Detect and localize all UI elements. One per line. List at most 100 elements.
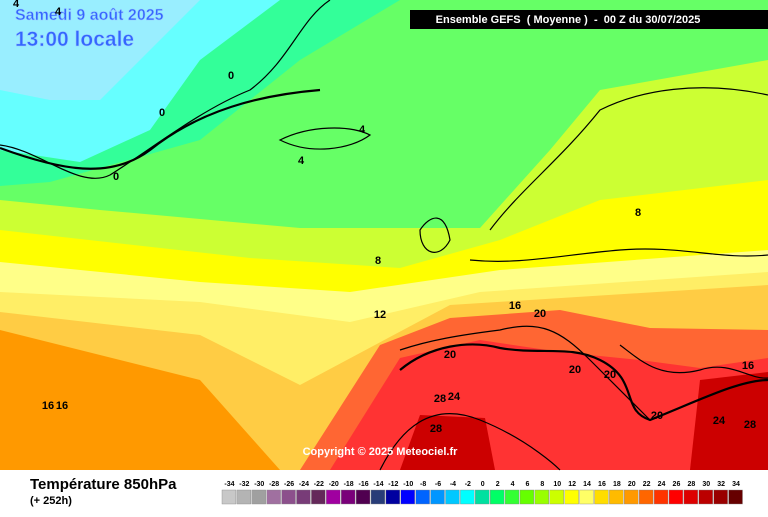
isotherm-label: 0 bbox=[159, 107, 165, 119]
scale-swatch bbox=[221, 489, 237, 505]
scale-label: 0 bbox=[481, 481, 485, 488]
isotherm-label: 12 bbox=[374, 309, 386, 321]
scale-swatch bbox=[683, 489, 699, 505]
scale-label: 8 bbox=[540, 481, 544, 488]
coastline bbox=[619, 344, 768, 379]
forecast-date: Samedi 9 août 2025 bbox=[15, 7, 164, 24]
scale-label: 32 bbox=[717, 481, 725, 488]
scale-label: -2 bbox=[465, 481, 471, 488]
scale-swatch bbox=[653, 489, 669, 505]
scale-label: -34 bbox=[224, 481, 234, 488]
scale-swatch bbox=[728, 489, 743, 505]
scale-label: 28 bbox=[687, 481, 695, 488]
scale-label: 2 bbox=[496, 481, 500, 488]
coastline bbox=[419, 217, 451, 253]
isotherm bbox=[0, 88, 321, 170]
isotherm-label: 4 bbox=[359, 124, 366, 136]
isotherm-label: 20 bbox=[444, 349, 456, 361]
scale-swatch bbox=[296, 489, 311, 505]
scale-label: -20 bbox=[329, 481, 339, 488]
scale-label: -28 bbox=[269, 481, 279, 488]
scale-label: 24 bbox=[658, 481, 666, 488]
scale-label: 14 bbox=[583, 481, 591, 488]
isotherm-label: 4 bbox=[55, 6, 62, 18]
scale-swatch bbox=[445, 489, 460, 505]
scale-label: -22 bbox=[314, 481, 324, 488]
scale-swatch bbox=[281, 489, 296, 505]
isotherm-label: 20 bbox=[569, 364, 581, 376]
scale-swatch bbox=[668, 489, 684, 505]
scale-label: -24 bbox=[299, 481, 309, 488]
copyright: Copyright © 2025 Meteociel.fr bbox=[303, 446, 459, 458]
isotherm-label: 24 bbox=[448, 391, 461, 403]
run-banner bbox=[410, 10, 768, 29]
scale-swatch bbox=[370, 489, 386, 505]
scale-label: -6 bbox=[435, 481, 441, 488]
scale-label: 4 bbox=[511, 481, 515, 488]
scale-label: 30 bbox=[702, 481, 710, 488]
scale-label: 22 bbox=[643, 481, 651, 488]
isotherm-label: 16 bbox=[742, 360, 754, 372]
scale-swatch bbox=[504, 489, 520, 505]
scale-label: 20 bbox=[628, 481, 636, 488]
isotherm bbox=[399, 343, 768, 422]
scale-swatch bbox=[519, 489, 535, 505]
isotherm-label: 8 bbox=[375, 255, 381, 267]
scale-label: 12 bbox=[568, 481, 576, 488]
scale-swatch bbox=[713, 489, 728, 505]
isotherm-label: 24 bbox=[713, 415, 726, 427]
scale-swatch bbox=[415, 489, 430, 505]
scale-swatch bbox=[355, 489, 371, 505]
scale-swatch bbox=[326, 489, 341, 505]
scale-label: -14 bbox=[373, 481, 383, 488]
scale-label: -26 bbox=[284, 481, 294, 488]
scale-label: -12 bbox=[388, 481, 398, 488]
isotherm-lines bbox=[0, 88, 768, 422]
isotherm-label: 28 bbox=[430, 423, 442, 435]
isotherm-label: 4 bbox=[13, 0, 20, 10]
scale-swatch bbox=[579, 489, 594, 505]
isotherm-label: 8 bbox=[635, 207, 641, 219]
isotherm-label: 16 bbox=[42, 400, 54, 412]
scale-label: -4 bbox=[450, 481, 456, 488]
scale-label: 26 bbox=[673, 481, 681, 488]
scale-label: 10 bbox=[553, 481, 561, 488]
scale-swatch bbox=[251, 489, 266, 505]
isotherm-label: 16 bbox=[56, 400, 68, 412]
scale-swatch bbox=[624, 489, 639, 505]
scale-swatch bbox=[698, 489, 713, 505]
scale-swatch bbox=[266, 489, 281, 505]
scale-swatch bbox=[400, 489, 415, 505]
scale-swatch bbox=[609, 489, 624, 505]
scale-swatch bbox=[564, 489, 579, 505]
temp-zone bbox=[690, 372, 768, 470]
isotherm-label: 20 bbox=[604, 369, 616, 381]
run-info: Ensemble GEFS ( Moyenne ) - 00 Z du 30/0… bbox=[436, 14, 701, 26]
coastline bbox=[399, 325, 651, 421]
lead-time: (+ 252h) bbox=[30, 495, 72, 507]
isotherm-label: 4 bbox=[298, 155, 305, 167]
scale-label: -30 bbox=[254, 481, 264, 488]
coastline bbox=[379, 413, 561, 471]
scale-swatch bbox=[490, 489, 505, 505]
coastline bbox=[278, 127, 372, 150]
scale-swatch bbox=[534, 489, 550, 505]
map-title: Température 850hPa bbox=[30, 476, 177, 493]
temp-zone bbox=[400, 415, 495, 470]
isotherm-label: 0 bbox=[228, 70, 234, 82]
coastline bbox=[489, 87, 768, 231]
scale-swatch bbox=[639, 489, 654, 505]
isotherm-label: 20 bbox=[651, 410, 663, 422]
scale-label: 34 bbox=[732, 481, 740, 488]
scale-swatch bbox=[341, 489, 356, 505]
isotherm-label: 16 bbox=[509, 300, 521, 312]
isotherm-label: 20 bbox=[534, 308, 546, 320]
scale-label: 6 bbox=[525, 481, 529, 488]
isotherm-label: 28 bbox=[434, 393, 446, 405]
scale-label: -16 bbox=[358, 481, 368, 488]
scale-swatch bbox=[594, 489, 609, 505]
isotherm-label: 0 bbox=[113, 171, 119, 183]
scale-label: -32 bbox=[239, 481, 249, 488]
scale-swatch bbox=[311, 489, 326, 505]
